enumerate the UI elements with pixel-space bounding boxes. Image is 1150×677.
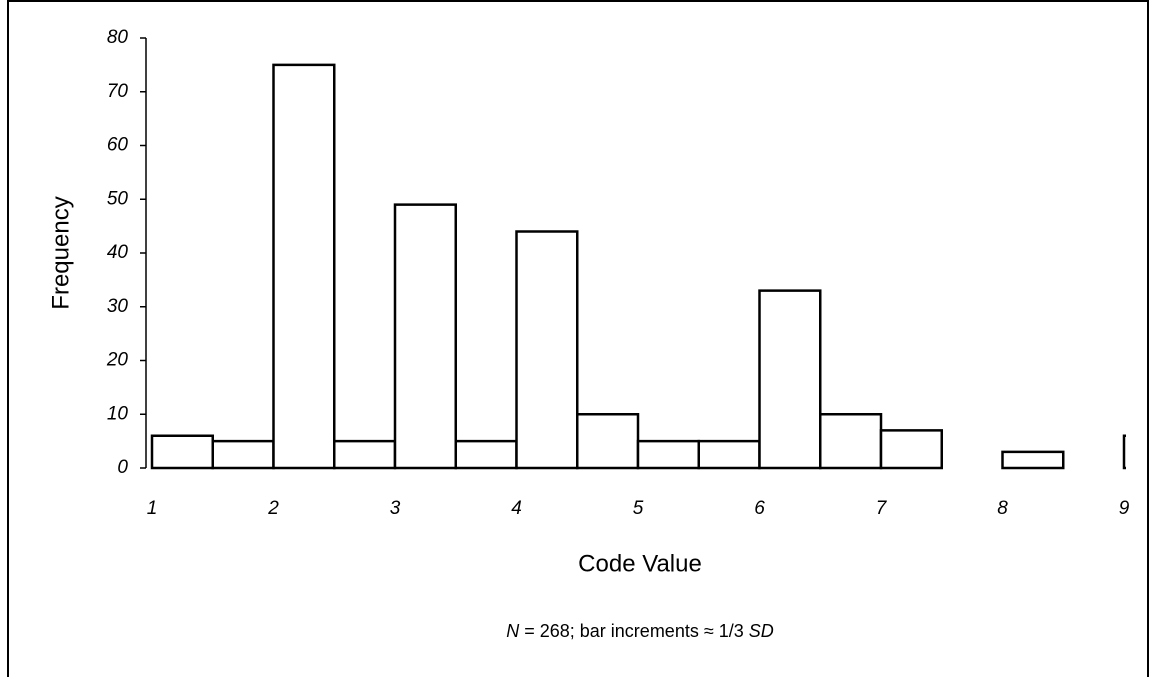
x-tick-label: 6 <box>754 498 765 519</box>
y-tick-label: 50 <box>107 188 129 209</box>
y-tick-label: 30 <box>107 296 129 317</box>
x-tick-label: 2 <box>267 498 279 519</box>
x-axis-title: Code Value <box>578 550 702 577</box>
bar <box>636 439 700 470</box>
x-tick-label: 9 <box>1119 498 1130 519</box>
bar <box>697 439 761 470</box>
bar <box>454 439 518 470</box>
note-part: SD <box>749 621 774 641</box>
x-tick-label: 8 <box>997 498 1008 519</box>
y-tick-label: 70 <box>107 81 129 102</box>
bar <box>272 63 336 470</box>
y-tick-label: 60 <box>107 135 129 156</box>
y-tick-label: 80 <box>107 27 129 48</box>
y-tick-label: 0 <box>117 457 128 478</box>
note-part: N <box>506 621 520 641</box>
bar <box>150 434 214 470</box>
note: N = 268; bar increments ≈ 1/3 SD <box>506 621 774 641</box>
bar <box>819 413 883 470</box>
x-tick-label: 4 <box>511 498 522 519</box>
y-tick-label: 40 <box>107 242 129 263</box>
plot-area <box>150 63 1126 470</box>
y-tick-label: 10 <box>107 403 129 424</box>
bar <box>1001 450 1065 470</box>
bar <box>576 413 640 470</box>
bar <box>393 203 457 470</box>
x-tick-label: 1 <box>147 498 158 519</box>
y-tick-label: 20 <box>106 350 129 371</box>
x-tick-label: 5 <box>633 498 644 519</box>
note-part: = 268; bar increments ≈ 1/3 <box>519 621 749 641</box>
bar <box>333 439 397 470</box>
bar <box>879 429 943 470</box>
frame <box>7 0 1149 677</box>
y-axis-title: Frequency <box>47 196 74 309</box>
bar <box>758 289 822 470</box>
x-tick-label: 7 <box>876 498 888 519</box>
bar <box>515 230 579 470</box>
bar <box>1122 434 1126 470</box>
x-tick-label: 3 <box>390 498 401 519</box>
bar <box>211 439 275 470</box>
